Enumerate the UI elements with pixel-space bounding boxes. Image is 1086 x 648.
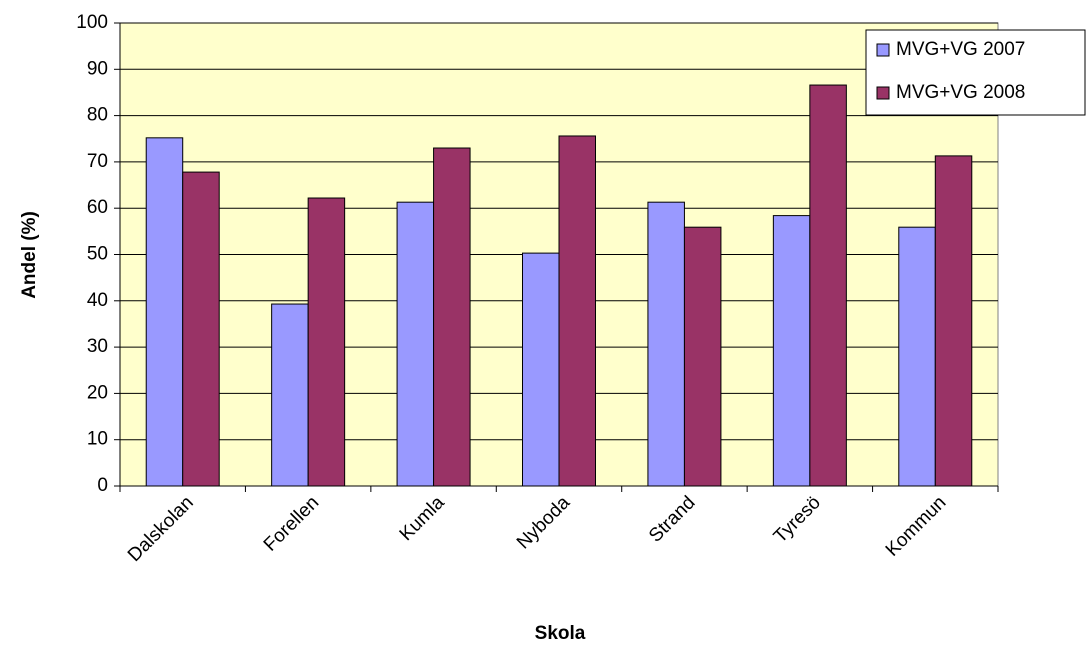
y-tick-label: 10: [87, 429, 108, 450]
bar: [647, 201, 685, 487]
bar: [934, 155, 973, 487]
y-tick-label: 20: [87, 382, 108, 403]
y-tick-label: 60: [87, 197, 108, 218]
legend-label: MVG+VG 2008: [896, 82, 1025, 103]
legend-swatch: [876, 43, 890, 57]
bar: [522, 252, 560, 487]
bar: [898, 226, 936, 487]
legend-swatch: [876, 86, 890, 100]
bar: [809, 84, 847, 487]
legend-label: MVG+VG 2007: [896, 39, 1025, 60]
x-tick-label: Strand: [645, 492, 699, 546]
x-tick-label: Kommun: [882, 492, 951, 561]
y-tick-label: 40: [87, 290, 108, 311]
x-tick-label: Kumla: [396, 492, 449, 545]
x-tick-label: Tyresö: [770, 492, 825, 547]
y-tick-label: 70: [87, 151, 108, 172]
y-tick-label: 30: [87, 336, 108, 357]
y-tick-label: 100: [76, 12, 108, 33]
y-tick-label: 80: [87, 105, 108, 126]
x-tick-label: Nyboda: [513, 492, 574, 553]
y-tick-label: 90: [87, 58, 108, 79]
bar: [307, 197, 346, 487]
y-tick-label: 50: [87, 244, 108, 265]
bar: [683, 226, 722, 487]
x-tick-label: Dalskolan: [124, 492, 198, 566]
y-axis-title: Andel (%): [19, 211, 40, 299]
bar: [558, 135, 596, 487]
bar: [182, 171, 220, 487]
y-tick-label: 0: [97, 475, 108, 496]
bar: [396, 201, 435, 487]
bar: [145, 137, 184, 487]
x-axis-title: Skola: [535, 623, 586, 644]
bar: [271, 303, 309, 487]
bar: [772, 215, 811, 487]
legend-box: [865, 29, 1086, 116]
bar: [433, 147, 471, 487]
x-tick-label: Forellen: [260, 492, 323, 555]
